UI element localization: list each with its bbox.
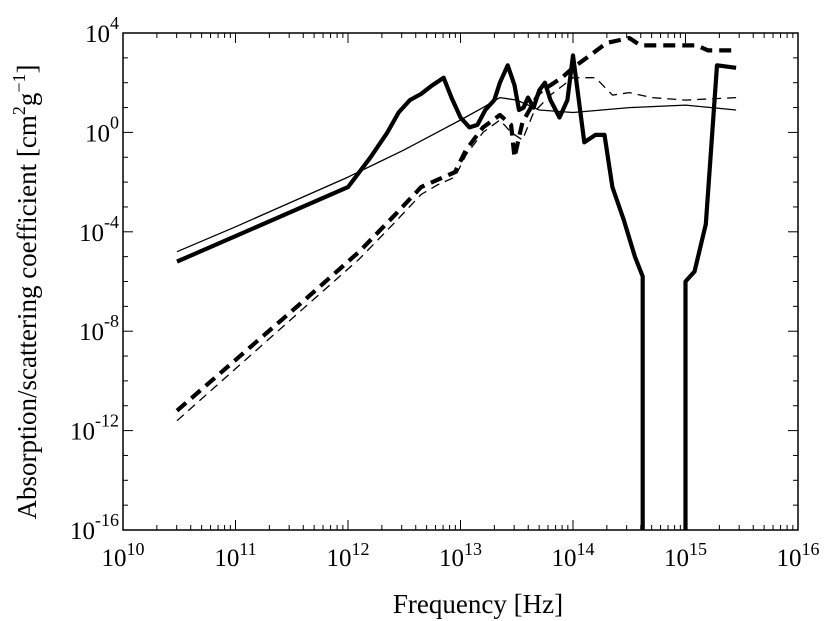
series-absorption-thick-dashed bbox=[175, 35, 737, 413]
y-tick-label: 10-16 bbox=[70, 510, 119, 545]
x-tick-base: 10 bbox=[214, 545, 239, 572]
y-axis-title-sup-2: 2 bbox=[9, 106, 29, 115]
x-tick-label: 1011 bbox=[214, 539, 256, 572]
x-tick-base: 10 bbox=[664, 545, 689, 572]
series-absorption-thick-solid bbox=[176, 53, 645, 530]
y-tick-label: 10-4 bbox=[79, 212, 119, 247]
y-tick-base: 10 bbox=[79, 220, 104, 247]
y-tick-exp: 4 bbox=[110, 13, 119, 33]
x-tick-exp: 15 bbox=[689, 539, 707, 559]
series-layer bbox=[175, 35, 737, 530]
series-scattering-thin-solid bbox=[176, 96, 737, 253]
series-scattering-thin-dashed bbox=[176, 77, 737, 422]
y-tick-base: 10 bbox=[70, 518, 95, 545]
y-tick-base: 10 bbox=[85, 120, 110, 147]
x-tick-label: 1010 bbox=[102, 539, 145, 572]
y-tick-label: 10-12 bbox=[70, 411, 119, 446]
x-tick-exp: 10 bbox=[127, 539, 145, 559]
x-tick-exp: 11 bbox=[239, 539, 256, 559]
ticks-layer bbox=[122, 32, 799, 531]
x-tick-label: 1012 bbox=[327, 539, 370, 572]
plot-frame bbox=[122, 32, 799, 531]
y-axis-title: Absorption/scattering coefficient [cm2g−… bbox=[9, 64, 42, 519]
x-tick-label: 1013 bbox=[439, 539, 482, 572]
y-tick-label: 10-8 bbox=[79, 311, 119, 346]
y-tick-exp: -16 bbox=[95, 510, 119, 530]
tick-labels-layer: 1010 1011 1012 1013 1014 1015 101610410010-410… bbox=[70, 13, 820, 572]
x-tick-base: 10 bbox=[327, 545, 352, 572]
y-tick-exp: -12 bbox=[95, 411, 119, 431]
x-tick-exp: 16 bbox=[802, 539, 820, 559]
y-axis-title-end: ] bbox=[12, 64, 42, 73]
y-axis-title-g: g bbox=[12, 93, 42, 107]
y-tick-base: 10 bbox=[79, 319, 104, 346]
y-tick-exp: 0 bbox=[110, 112, 119, 132]
x-tick-exp: 12 bbox=[352, 539, 370, 559]
y-tick-base: 10 bbox=[70, 419, 95, 446]
x-tick-label: 1016 bbox=[777, 539, 820, 572]
x-tick-base: 10 bbox=[439, 545, 464, 572]
x-axis-title: Frequency [Hz] bbox=[393, 589, 563, 619]
y-tick-exp: -4 bbox=[104, 212, 119, 232]
x-tick-exp: 14 bbox=[577, 539, 595, 559]
x-tick-label: 1015 bbox=[664, 539, 707, 572]
y-tick-base: 10 bbox=[85, 21, 110, 48]
y-axis-title-main: Absorption/scattering coefficient [cm bbox=[12, 115, 42, 519]
y-tick-exp: -8 bbox=[104, 311, 119, 331]
x-tick-base: 10 bbox=[552, 545, 577, 572]
y-tick-label: 104 bbox=[85, 13, 119, 48]
y-axis-title-sup-minus1: −1 bbox=[9, 73, 29, 92]
x-tick-exp: 13 bbox=[464, 539, 482, 559]
x-tick-base: 10 bbox=[777, 545, 802, 572]
y-tick-label: 100 bbox=[85, 112, 119, 147]
x-tick-base: 10 bbox=[102, 545, 127, 572]
x-tick-label: 1014 bbox=[552, 539, 595, 572]
series-absorption-thick-solid-uv bbox=[683, 63, 737, 530]
